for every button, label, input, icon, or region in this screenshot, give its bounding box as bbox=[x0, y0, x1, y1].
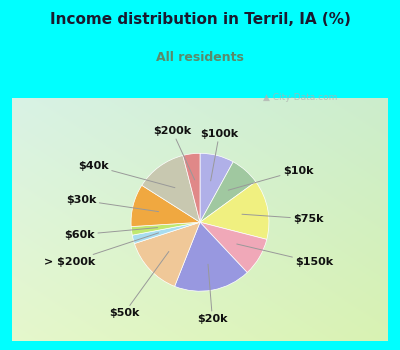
Text: $100k: $100k bbox=[200, 129, 238, 181]
Wedge shape bbox=[132, 222, 200, 244]
Text: All residents: All residents bbox=[156, 51, 244, 64]
Wedge shape bbox=[200, 162, 256, 222]
Text: $40k: $40k bbox=[78, 161, 175, 188]
Text: $50k: $50k bbox=[109, 252, 169, 318]
Text: $75k: $75k bbox=[242, 214, 324, 224]
Wedge shape bbox=[183, 153, 200, 222]
Wedge shape bbox=[200, 182, 269, 239]
Text: $10k: $10k bbox=[228, 166, 313, 190]
Wedge shape bbox=[134, 222, 200, 286]
Wedge shape bbox=[142, 155, 200, 222]
Text: > $200k: > $200k bbox=[44, 233, 159, 267]
Text: $20k: $20k bbox=[197, 264, 228, 324]
Wedge shape bbox=[175, 222, 247, 291]
Wedge shape bbox=[200, 222, 267, 273]
Wedge shape bbox=[131, 222, 200, 235]
Text: $30k: $30k bbox=[66, 195, 159, 212]
Text: $200k: $200k bbox=[153, 126, 195, 180]
Wedge shape bbox=[131, 185, 200, 226]
Text: Income distribution in Terril, IA (%): Income distribution in Terril, IA (%) bbox=[50, 12, 350, 27]
Wedge shape bbox=[200, 153, 233, 222]
Text: $150k: $150k bbox=[237, 244, 333, 267]
Text: $60k: $60k bbox=[64, 228, 158, 240]
Text: ▲ City-Data.com: ▲ City-Data.com bbox=[263, 93, 337, 102]
